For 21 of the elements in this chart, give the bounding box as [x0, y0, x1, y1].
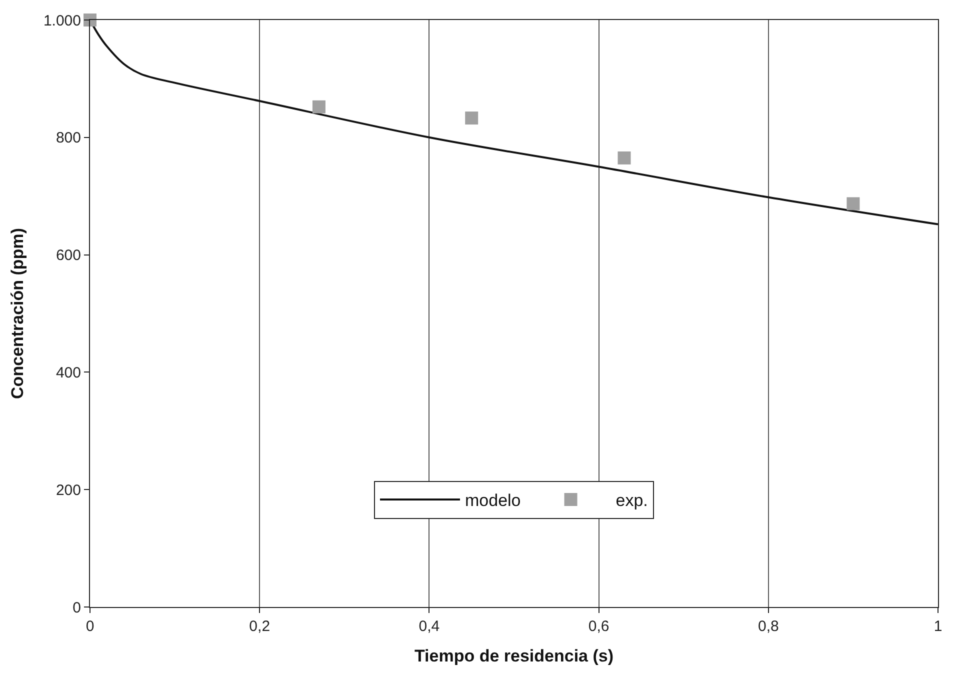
x-tick-label: 0,8 — [758, 618, 779, 635]
x-tick-label: 1 — [934, 618, 942, 635]
point — [846, 197, 860, 210]
y-tick-label: 0 — [72, 599, 81, 616]
point — [618, 151, 631, 164]
legend-label: exp. — [616, 491, 648, 510]
y-tick-label: 600 — [56, 247, 81, 264]
point — [312, 100, 326, 114]
y-tick-label: 800 — [56, 130, 81, 147]
x-tick-label: 0 — [86, 618, 94, 635]
y-tick-label: 200 — [56, 482, 81, 499]
x-tick-label: 0,6 — [588, 618, 610, 635]
y-axis-title: Concentración (ppm) — [8, 228, 28, 399]
point — [84, 14, 96, 26]
x-tick-label: 0,4 — [418, 618, 440, 635]
x-axis-title: Tiempo de residencia (s) — [414, 646, 614, 666]
y-tick-label: 400 — [56, 364, 81, 382]
point — [465, 112, 478, 125]
y-tick-label: 1.000 — [43, 12, 81, 30]
x-tick-label: 0,2 — [249, 618, 270, 635]
legend-label: modelo — [465, 491, 521, 510]
